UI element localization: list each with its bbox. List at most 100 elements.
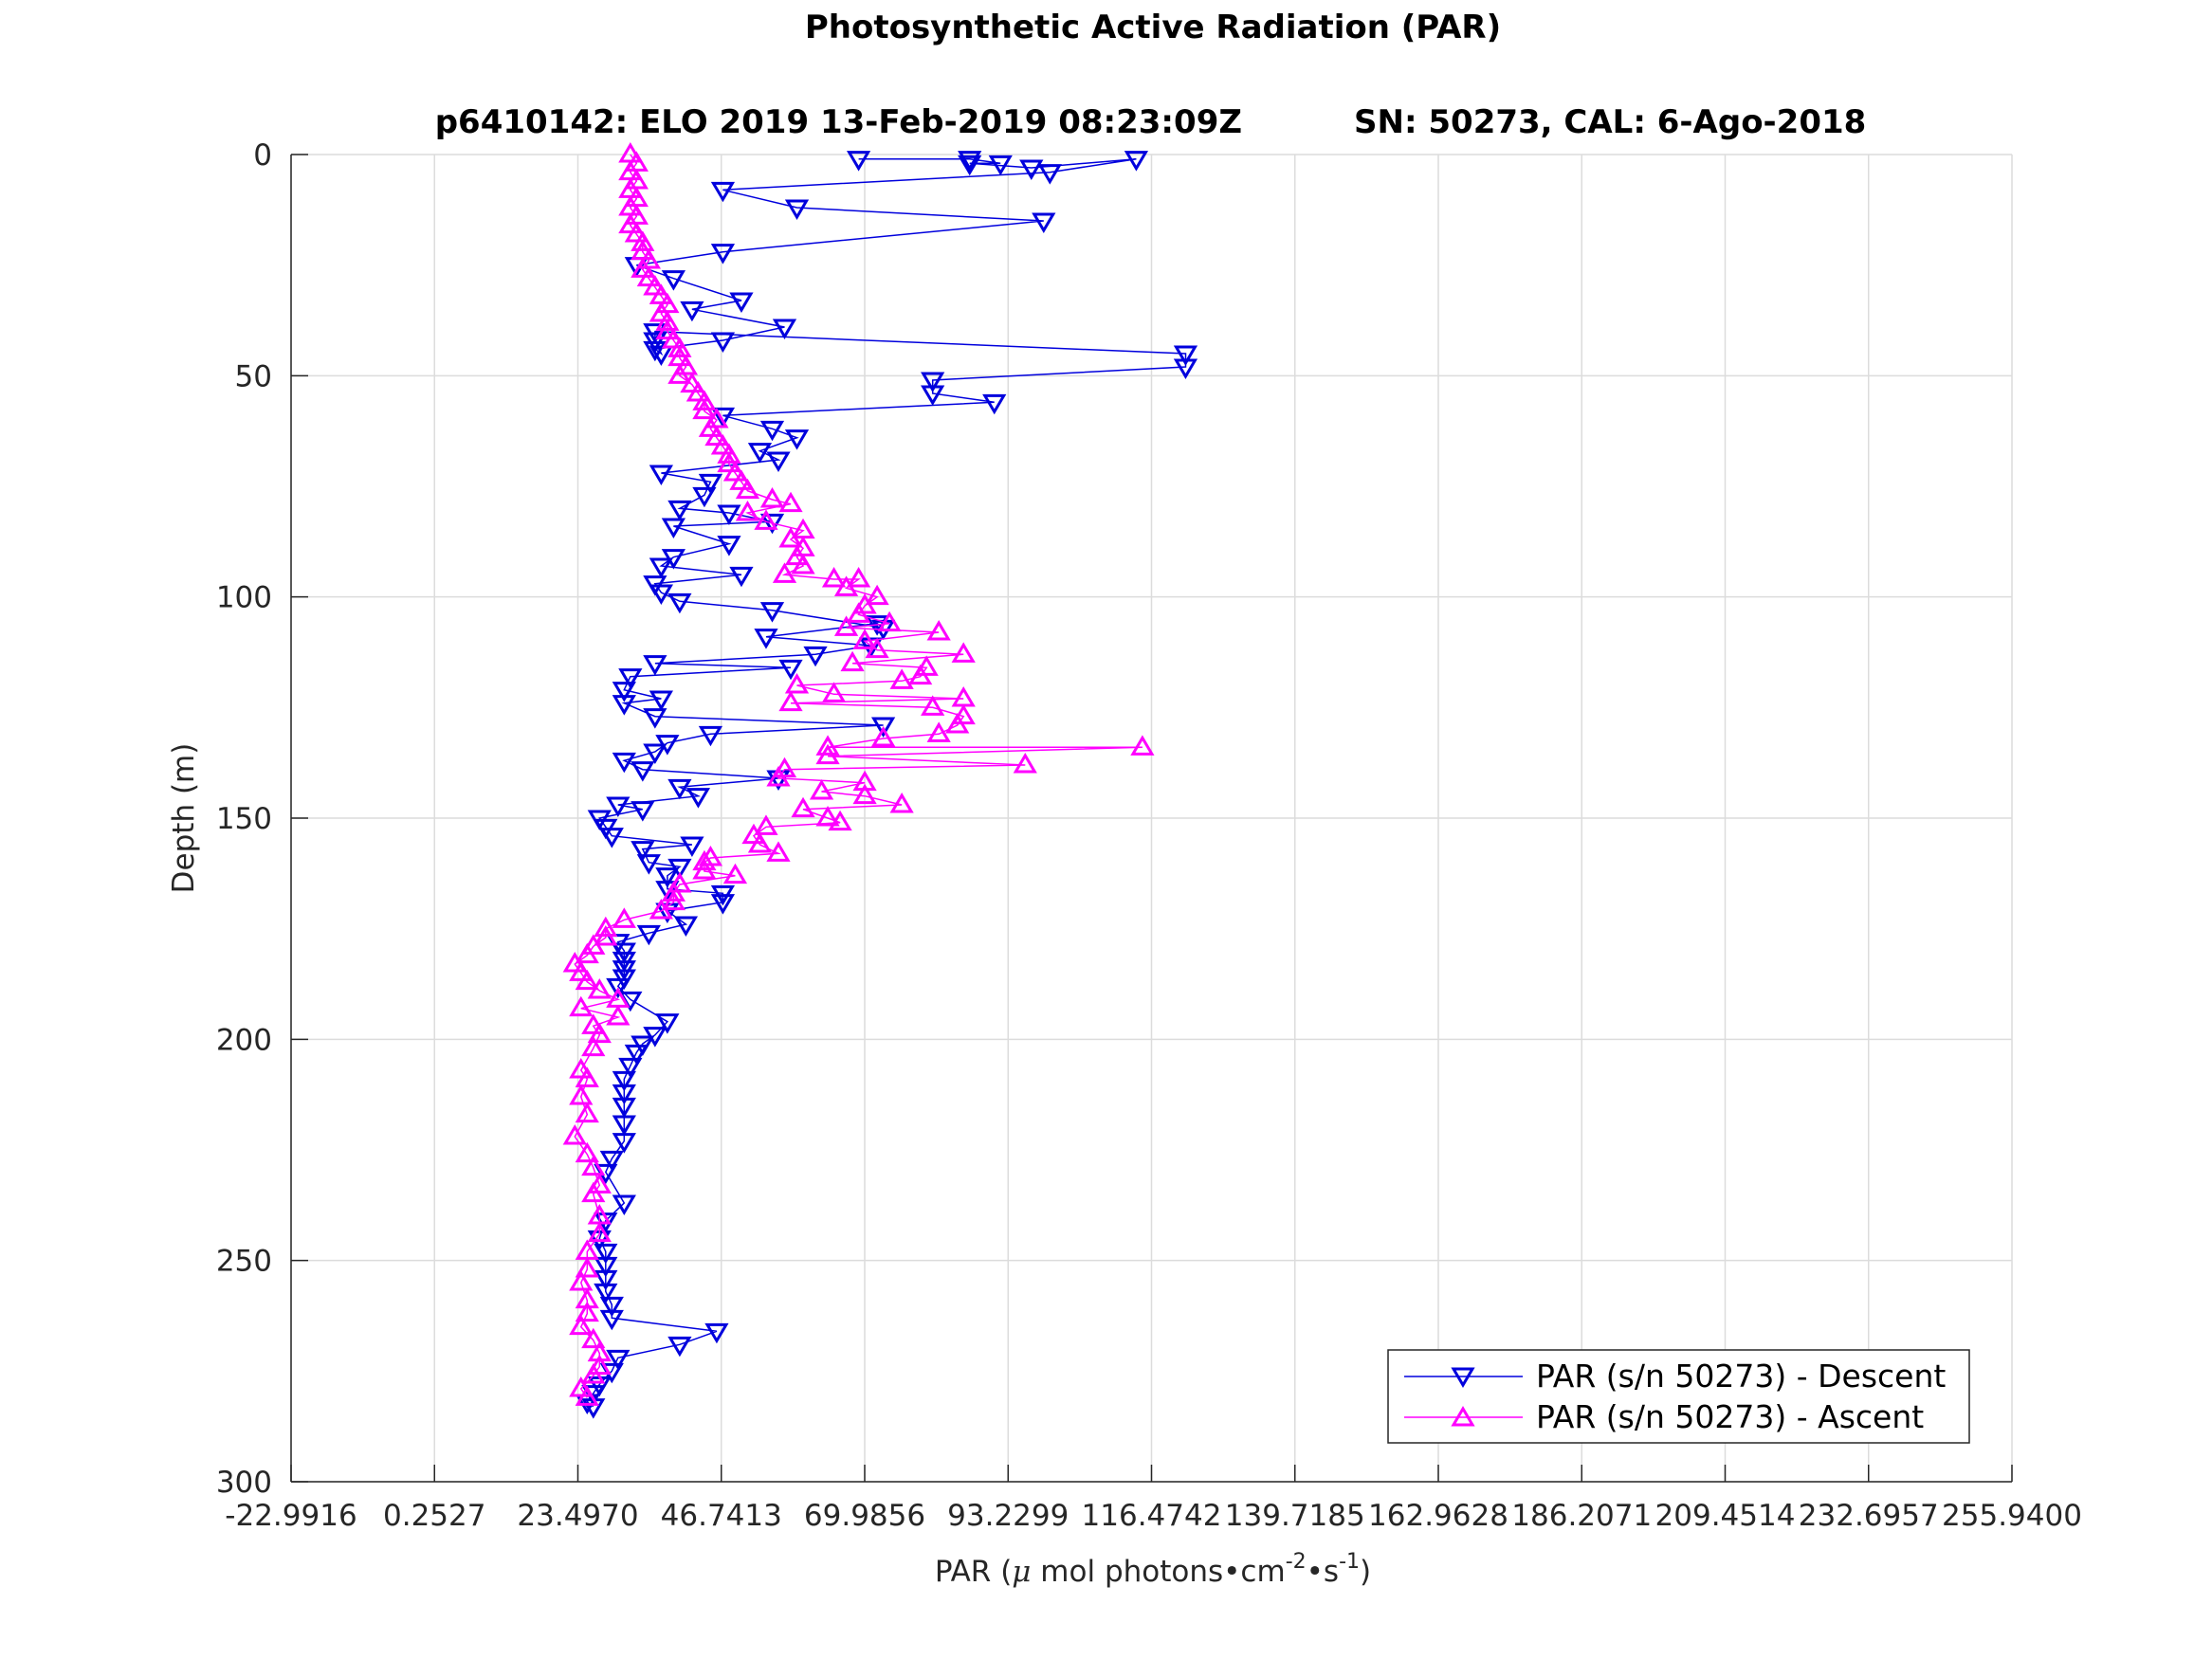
x-tick-label: 232.6957	[1799, 1499, 1939, 1533]
data-point-marker	[852, 783, 877, 805]
data-point-marker	[759, 487, 785, 508]
data-point-marker	[631, 257, 655, 278]
data-point-marker	[865, 637, 889, 659]
data-point-marker	[754, 814, 778, 835]
data-point-marker	[982, 393, 1007, 415]
data-point-marker	[692, 859, 717, 880]
data-point-marker	[717, 536, 741, 556]
data-point-marker	[815, 735, 840, 756]
data-point-marker	[575, 969, 599, 991]
chart-title: Photosynthetic Active Radiation (PAR)	[805, 9, 1501, 46]
y-tick-label: 50	[235, 359, 272, 393]
data-point-marker	[612, 907, 636, 928]
data-point-marker	[686, 788, 711, 809]
data-point-marker	[717, 451, 741, 473]
data-point-marker	[643, 708, 667, 729]
data-point-marker	[1013, 753, 1037, 774]
data-point-marker	[926, 721, 951, 742]
data-point-marker	[747, 443, 773, 464]
legend: PAR (s/n 50273) - Descent PAR (s/n 50273…	[1387, 1349, 1970, 1444]
data-point-marker	[612, 1097, 636, 1119]
data-point-marker	[587, 1221, 612, 1243]
data-point-marker	[655, 867, 680, 888]
data-point-marker	[569, 1058, 594, 1079]
data-point-marker	[569, 1085, 594, 1105]
data-point-marker	[680, 372, 704, 393]
data-point-marker	[951, 703, 976, 725]
data-point-marker	[661, 889, 686, 911]
data-point-marker	[741, 823, 766, 845]
y-tick-label: 100	[216, 581, 272, 615]
data-point-marker	[908, 664, 933, 685]
data-point-marker	[766, 451, 791, 472]
data-point-marker	[958, 151, 982, 172]
data-point-marker	[661, 270, 686, 291]
data-point-marker	[877, 611, 902, 632]
data-point-marker	[710, 894, 736, 915]
data-point-marker	[698, 473, 723, 495]
data-point-marker	[945, 713, 970, 734]
y-tick-labels: 0 50 100 150 200 250 300	[216, 138, 272, 1500]
x-tick-label: 186.2071	[1511, 1499, 1652, 1533]
data-point-marker	[778, 659, 803, 681]
data-point-marker	[575, 1141, 599, 1163]
data-point-marker	[784, 429, 810, 450]
data-point-marker	[692, 398, 717, 420]
data-point-marker	[704, 425, 729, 447]
data-point-marker	[581, 934, 606, 955]
data-point-marker	[599, 1309, 624, 1331]
data-point-marker	[594, 916, 618, 938]
data-point-marker	[594, 1256, 618, 1278]
data-point-marker	[1173, 345, 1198, 366]
legend-box	[1387, 1349, 1970, 1444]
data-point-marker	[643, 743, 667, 764]
axes	[290, 154, 2013, 1483]
data-point-marker	[575, 1287, 599, 1309]
series-layer	[562, 142, 1198, 1419]
series-ascent	[562, 142, 1155, 1406]
x-tick-label: 23.4970	[517, 1499, 638, 1533]
data-point-marker	[575, 1066, 599, 1087]
data-point-marker	[722, 461, 748, 482]
x-tick-labels: -22.9916 0.2527 23.4970 46.7413 69.9856 93.22…	[225, 1499, 2082, 1533]
legend-descent-marker	[1451, 1367, 1475, 1388]
data-point-marker	[594, 1283, 618, 1304]
data-point-marker	[594, 1243, 618, 1265]
data-point-marker	[704, 1322, 729, 1344]
data-point-marker	[1037, 164, 1062, 185]
data-point-marker	[951, 642, 976, 663]
data-point-marker	[673, 355, 699, 375]
data-point-marker	[772, 757, 797, 778]
data-point-marker	[778, 527, 803, 548]
data-point-marker	[649, 557, 673, 578]
data-point-marker	[852, 770, 877, 792]
x-tick-label: 255.9400	[1942, 1499, 2082, 1533]
data-point-marker	[921, 695, 945, 716]
data-point-marker	[631, 230, 655, 251]
data-point-marker	[710, 434, 736, 455]
data-point-marker	[747, 832, 773, 853]
data-point-marker	[821, 567, 847, 588]
x-tick-label: 139.7185	[1225, 1499, 1365, 1533]
x-tick-label: 69.9856	[804, 1499, 925, 1533]
data-point-marker	[649, 465, 673, 485]
data-point-marker	[692, 486, 717, 508]
data-point-marker	[649, 301, 673, 322]
data-point-marker	[661, 328, 686, 349]
data-point-marker	[587, 1173, 612, 1194]
data-point-marker	[643, 332, 667, 353]
data-point-marker	[612, 752, 636, 774]
data-point-marker	[594, 1269, 618, 1291]
data-point-marker	[698, 725, 723, 747]
data-point-marker	[655, 310, 680, 331]
data-point-marker	[759, 602, 785, 623]
x-tick-label: -22.9916	[225, 1499, 356, 1533]
data-point-marker	[710, 181, 736, 203]
y-tick-label: 0	[253, 138, 272, 173]
data-point-marker	[803, 646, 828, 667]
data-point-marker	[667, 363, 692, 384]
data-point-marker	[988, 155, 1013, 176]
data-point-marker	[784, 673, 810, 694]
data-point-marker	[833, 615, 859, 636]
data-point-marker	[791, 554, 815, 574]
